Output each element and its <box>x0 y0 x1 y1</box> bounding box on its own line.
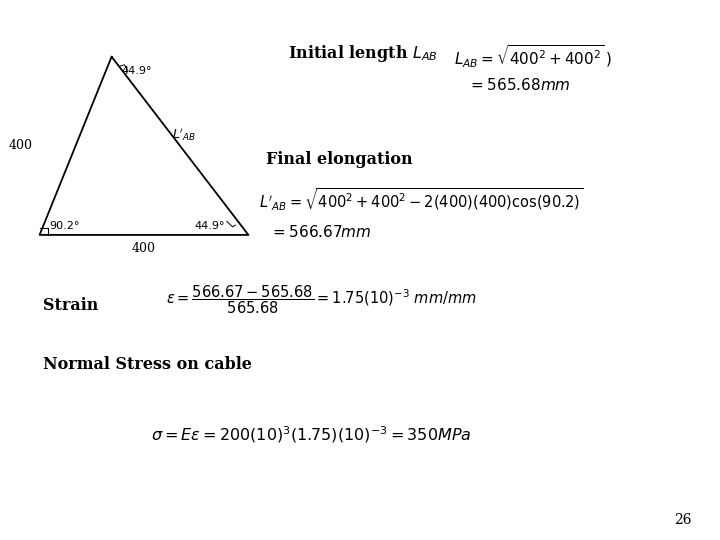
Text: Initial length $L_{AB}$: Initial length $L_{AB}$ <box>288 43 438 64</box>
Text: $=565.68mm$: $=565.68mm$ <box>468 77 571 93</box>
Text: $\sigma=E\varepsilon=200(10)^3(1.75)(10)^{-3}=350MPa$: $\sigma=E\varepsilon=200(10)^3(1.75)(10)… <box>151 424 472 444</box>
Text: Normal Stress on cable: Normal Stress on cable <box>43 356 252 373</box>
Text: 44.9°: 44.9° <box>194 221 225 232</box>
Text: 400: 400 <box>8 139 32 152</box>
Text: $L'_{AB}=\sqrt{400^2+400^2-2(400)(400)\cos(90.2)}$: $L'_{AB}=\sqrt{400^2+400^2-2(400)(400)\c… <box>259 186 583 213</box>
Text: 400: 400 <box>132 242 156 255</box>
Text: 90.2°: 90.2° <box>49 221 79 232</box>
Text: $=566.67mm$: $=566.67mm$ <box>270 224 372 240</box>
Text: $L_{AB} = \sqrt{400^2+400^2}\,)$: $L_{AB} = \sqrt{400^2+400^2}\,)$ <box>454 43 611 70</box>
Text: $L'_{AB}$: $L'_{AB}$ <box>171 127 196 143</box>
Text: 44.9°: 44.9° <box>121 66 151 76</box>
Text: Final elongation: Final elongation <box>266 151 413 168</box>
Text: 26: 26 <box>674 512 691 526</box>
Text: Strain: Strain <box>43 297 99 314</box>
Text: $\varepsilon=\dfrac{566.67-565.68}{565.68}=1.75(10)^{-3}\ mm/mm$: $\varepsilon=\dfrac{566.67-565.68}{565.6… <box>166 284 477 316</box>
